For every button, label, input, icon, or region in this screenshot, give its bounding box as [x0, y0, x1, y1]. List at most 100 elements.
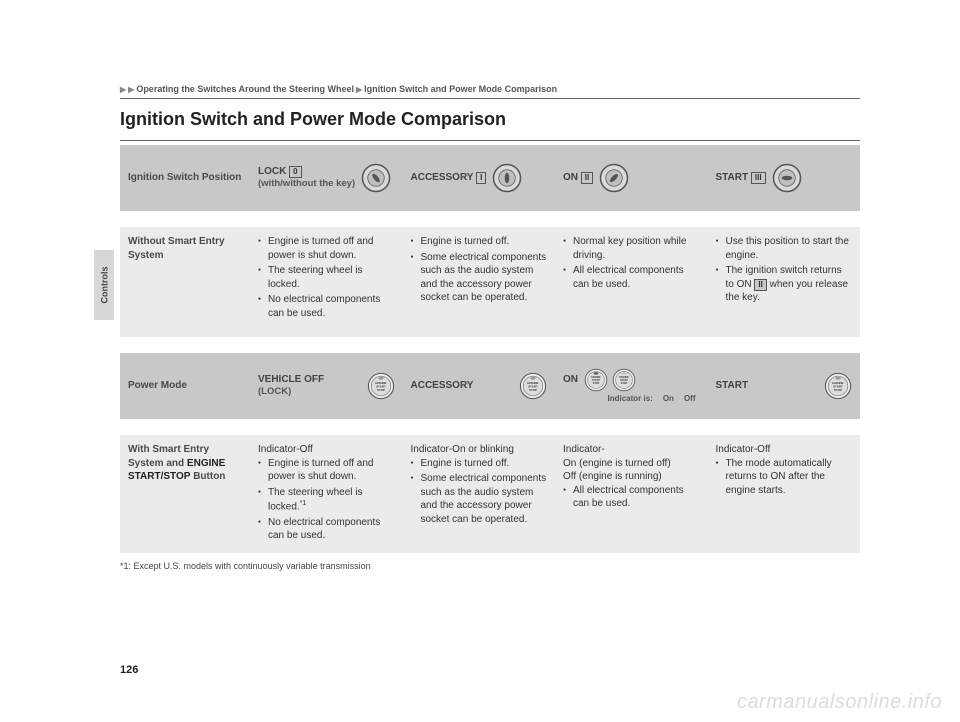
mode-title: ON: [563, 172, 578, 183]
list-item: Engine is turned off.: [411, 457, 548, 471]
bullet-list: Engine is turned off. Some electrical co…: [411, 457, 548, 527]
ignition-start-icon: [772, 163, 802, 193]
ignition-on-icon: [599, 163, 629, 193]
bullet-list: Engine is turned off and power is shut d…: [258, 457, 395, 543]
mode-title: ACCESSORY: [411, 380, 474, 391]
svg-text:STOP: STOP: [834, 388, 842, 392]
header-cell: ACCESSORY ENGINESTARTSTOP: [403, 353, 556, 419]
list-item: Engine is turned off.: [411, 235, 548, 249]
footnote-ref: *1: [300, 500, 307, 507]
cell: Indicator-Off The mode automatically ret…: [708, 435, 861, 553]
row-label: Without Smart Entry System: [120, 227, 250, 337]
table-row: With Smart Entry System and ENGINE START…: [120, 435, 860, 553]
ignition-accessory-icon: [492, 163, 522, 193]
svg-text:STOP: STOP: [593, 382, 600, 385]
engine-start-stop-icon: ENGINESTARTSTOP: [824, 372, 852, 400]
row-label: Ignition Switch Position: [120, 145, 250, 211]
bullet-list: Engine is turned off. Some electrical co…: [411, 235, 548, 305]
bullet-list: The mode automatically returns to ON aft…: [716, 457, 853, 498]
svg-text:STOP: STOP: [621, 382, 628, 385]
mode-title: START: [716, 380, 749, 391]
engine-start-stop-icon: ENGINESTARTSTOP: [367, 372, 395, 400]
header-cell: ACCESSORY I: [403, 145, 556, 211]
table-row: Power Mode VEHICLE OFF (LOCK) ENGINESTAR…: [120, 353, 860, 419]
table-row: Without Smart Entry System Engine is tur…: [120, 227, 860, 337]
list-item: All electrical components can be used.: [563, 264, 700, 291]
section-tab-label: Controls: [99, 267, 109, 304]
header-cell: START III: [708, 145, 861, 211]
divider: [120, 140, 860, 141]
header-cell: START ENGINESTARTSTOP: [708, 353, 861, 419]
list-item: All electrical components can be used.: [563, 484, 700, 511]
svg-text:STOP: STOP: [377, 388, 385, 392]
divider: [120, 98, 860, 99]
header-cell: LOCK 0 (with/without the key): [250, 145, 403, 211]
key-position-badge: I: [476, 172, 486, 184]
mode-title: START: [716, 172, 749, 183]
lead-text: Off (engine is running): [563, 470, 700, 484]
list-item: The steering wheel is locked.*1: [258, 486, 395, 514]
triangle-icon: ▶: [120, 85, 126, 94]
engine-start-stop-icon: ENGINESTARTSTOP: [519, 372, 547, 400]
triangle-icon: ▶: [356, 85, 362, 94]
mode-subtitle: (with/without the key): [258, 178, 355, 191]
list-item: Use this position to start the engine.: [716, 235, 853, 262]
header-cell: ON II: [555, 145, 708, 211]
indicator-off-label: Off: [684, 394, 696, 405]
list-item: Some electrical components such as the a…: [411, 251, 548, 305]
cell: Use this position to start the engine. T…: [708, 227, 861, 337]
cell: Indicator- On (engine is turned off) Off…: [555, 435, 708, 553]
key-position-badge: II: [581, 172, 593, 184]
comparison-table: Ignition Switch Position LOCK 0 (with/wi…: [120, 145, 860, 553]
header-cell: ON ENGINESTARTSTOP ENGINESTARTSTOP Indic…: [555, 353, 708, 419]
lead-text: On (engine is turned off): [563, 457, 700, 471]
engine-start-stop-off-icon: ENGINESTARTSTOP: [612, 368, 636, 392]
list-item: The ignition switch returns to ON II whe…: [716, 264, 853, 305]
lead-text: Indicator-Off: [716, 443, 853, 457]
manual-page: ▶ ▶ Operating the Switches Around the St…: [0, 0, 960, 722]
cell: Indicator-Off Engine is turned off and p…: [250, 435, 403, 553]
breadcrumb-text: Operating the Switches Around the Steeri…: [136, 84, 354, 94]
list-item: The steering wheel is locked.: [258, 264, 395, 291]
list-item: No electrical components can be used.: [258, 293, 395, 320]
indicator-on-label: On: [663, 394, 674, 405]
indicator-label: Indicator is:: [607, 394, 652, 405]
table-row: Ignition Switch Position LOCK 0 (with/wi…: [120, 145, 860, 211]
bullet-list: Engine is turned off and power is shut d…: [258, 235, 395, 320]
page-title: Ignition Switch and Power Mode Compariso…: [120, 109, 860, 130]
section-tab: Controls: [94, 250, 114, 320]
list-item: The mode automatically returns to ON aft…: [716, 457, 853, 498]
bullet-list: Use this position to start the engine. T…: [716, 235, 853, 305]
lead-text: Indicator-Off: [258, 443, 395, 457]
breadcrumb-text: Ignition Switch and Power Mode Compariso…: [364, 84, 557, 94]
triangle-icon: ▶: [128, 85, 134, 94]
lead-text: Indicator-On or blinking: [411, 443, 548, 457]
mode-title: VEHICLE OFF: [258, 374, 324, 385]
list-item: Some electrical components such as the a…: [411, 472, 548, 526]
list-item: Engine is turned off and power is shut d…: [258, 235, 395, 262]
engine-start-stop-on-icon: ENGINESTARTSTOP: [584, 368, 608, 392]
lead-text: Indicator-: [563, 443, 700, 457]
key-position-badge: III: [751, 172, 766, 184]
cell: Indicator-On or blinking Engine is turne…: [403, 435, 556, 553]
page-number: 126: [120, 664, 138, 676]
header-cell: VEHICLE OFF (LOCK) ENGINESTARTSTOP: [250, 353, 403, 419]
cell: Normal key position while driving. All e…: [555, 227, 708, 337]
bullet-list: Normal key position while driving. All e…: [563, 235, 700, 291]
key-position-badge: 0: [289, 166, 301, 178]
list-item: Normal key position while driving.: [563, 235, 700, 262]
mode-subtitle: (LOCK): [258, 386, 324, 399]
row-label: Power Mode: [120, 353, 250, 419]
breadcrumb: ▶ ▶ Operating the Switches Around the St…: [120, 84, 860, 94]
footnote: *1: Except U.S. models with continuously…: [120, 561, 860, 571]
row-label: With Smart Entry System and ENGINE START…: [120, 435, 250, 553]
mode-title: LOCK: [258, 166, 286, 177]
mode-title: ON: [563, 374, 578, 385]
ignition-lock-icon: [361, 163, 391, 193]
mode-title: ACCESSORY: [411, 172, 474, 183]
cell: Engine is turned off. Some electrical co…: [403, 227, 556, 337]
watermark: carmanualsonline.info: [737, 691, 942, 714]
bullet-list: All electrical components can be used.: [563, 484, 700, 511]
list-item: No electrical components can be used.: [258, 516, 395, 543]
list-item: Engine is turned off and power is shut d…: [258, 457, 395, 484]
